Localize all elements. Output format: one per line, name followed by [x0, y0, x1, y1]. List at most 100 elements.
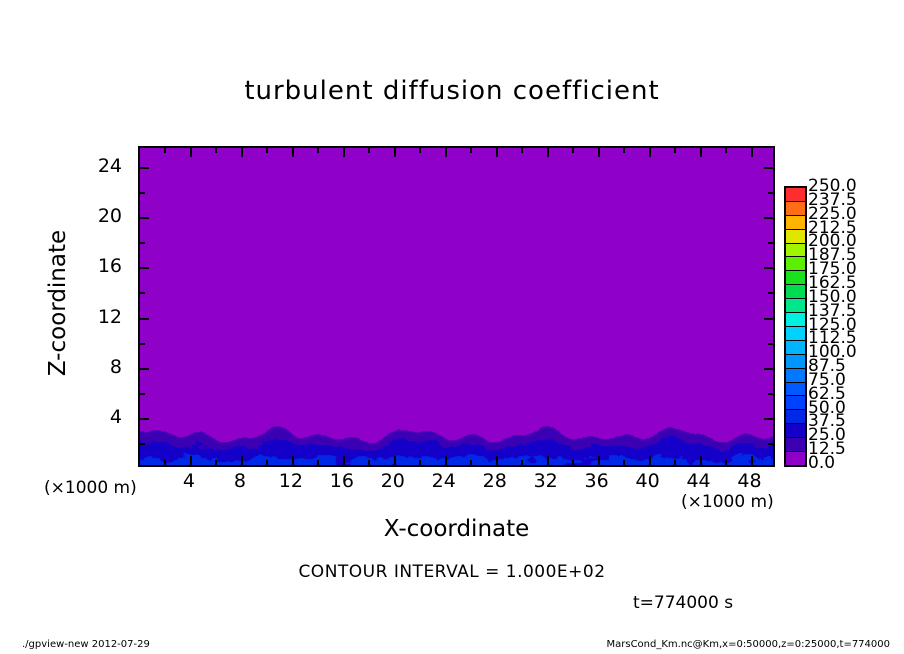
axis-tick [317, 148, 320, 153]
axis-tick [768, 242, 773, 245]
axis-tick [764, 267, 773, 270]
axis-tick [764, 417, 773, 420]
colorbar-tick-label: 225.0 [808, 203, 857, 224]
colorbar-band [786, 368, 805, 383]
axis-tick [764, 167, 773, 170]
axis-tick [291, 148, 294, 157]
axis-tick [674, 148, 677, 153]
y-tick-label: 4 [109, 405, 122, 428]
axis-tick [648, 456, 651, 465]
axis-tick [164, 148, 167, 153]
x-tick-label: 20 [380, 470, 405, 492]
y-tick-label: 8 [109, 355, 122, 378]
colorbar-tick-label: 162.5 [808, 272, 857, 293]
colorbar-tick-label: 187.5 [808, 245, 857, 266]
y-axis-title: Z-coordinate [45, 229, 71, 377]
x-axis-title: X-coordinate [383, 516, 530, 542]
axis-tick [140, 367, 149, 370]
axis-tick [189, 148, 192, 157]
colorbar-tick-label: 100.0 [808, 342, 857, 363]
x-tick-label: 40 [635, 470, 660, 492]
colorbar-band [786, 382, 805, 397]
axis-tick [572, 148, 575, 153]
colorbar-tick-label: 212.5 [808, 217, 857, 238]
axis-tick [768, 192, 773, 195]
z-unit-label: (×1000 m) [44, 478, 137, 498]
axis-tick [393, 456, 396, 465]
axis-tick [140, 392, 145, 395]
colorbar-band [786, 438, 805, 453]
axis-tick [623, 460, 626, 465]
axis-tick [768, 342, 773, 345]
axis-tick [572, 460, 575, 465]
colorbar-tick-label: 25.0 [808, 425, 846, 446]
colorbar-band [786, 340, 805, 355]
plot-area [138, 146, 775, 467]
axis-tick [140, 292, 145, 295]
axis-tick [419, 148, 422, 153]
axis-tick [189, 456, 192, 465]
axis-tick [699, 456, 702, 465]
axis-tick [495, 456, 498, 465]
colorbar-band [786, 396, 805, 411]
colorbar-tick-label: 250.0 [808, 176, 857, 196]
axis-tick [140, 217, 149, 220]
colorbar-band [786, 424, 805, 439]
colorbar-tick-label: 175.0 [808, 259, 857, 280]
axis-tick [750, 456, 753, 465]
axis-tick [215, 460, 218, 465]
axis-tick [266, 148, 269, 153]
axis-tick [140, 317, 149, 320]
x-tick-label: 44 [686, 470, 711, 492]
colorbar-tick-label: 75.0 [808, 369, 846, 390]
axis-tick [342, 456, 345, 465]
axis-tick [342, 148, 345, 157]
axis-tick [140, 167, 149, 170]
axis-tick [470, 460, 473, 465]
colorbar-band [786, 257, 805, 272]
axis-tick [291, 456, 294, 465]
axis-tick [623, 148, 626, 153]
axis-tick [266, 460, 269, 465]
colorbar-band [786, 313, 805, 327]
colorbar [784, 186, 807, 467]
y-tick-label: 12 [97, 305, 122, 328]
x-tick-label: 24 [431, 470, 456, 492]
axis-tick [764, 367, 773, 370]
axis-tick [750, 148, 753, 157]
axis-tick [368, 460, 371, 465]
axis-tick [768, 442, 773, 445]
colorbar-tick-label: 50.0 [808, 397, 846, 418]
colorbar-band [786, 201, 805, 216]
x-tick-label: 4 [182, 470, 195, 492]
axis-tick [317, 460, 320, 465]
colorbar-band [786, 326, 805, 341]
colorbar-band [786, 229, 805, 244]
colorbar-tick-label: 125.0 [808, 314, 857, 335]
colorbar-tick-label: 37.5 [808, 411, 846, 432]
axis-tick [521, 148, 524, 153]
axis-tick [140, 417, 149, 420]
axis-tick [240, 456, 243, 465]
axis-tick [495, 148, 498, 157]
x-tick-label: 12 [278, 470, 303, 492]
axis-tick [140, 267, 149, 270]
axis-tick [240, 148, 243, 157]
axis-tick [597, 148, 600, 157]
y-tick-label: 20 [97, 205, 122, 228]
colorbar-tick-label: 237.5 [808, 189, 857, 210]
axis-tick [725, 460, 728, 465]
axis-tick [444, 456, 447, 465]
x-tick-label: 36 [584, 470, 609, 492]
colorbar-band [786, 410, 805, 425]
colorbar-tick-label: 87.5 [808, 356, 846, 377]
axis-tick [764, 317, 773, 320]
colorbar-tick-label: 137.5 [808, 300, 857, 321]
y-tick-label: 24 [97, 155, 122, 178]
x-tick-label: 16 [329, 470, 354, 492]
axis-tick [140, 192, 145, 195]
colorbar-tick-label: 200.0 [808, 231, 857, 252]
colorbar-band [786, 243, 805, 258]
colorbar-tick-label: 150.0 [808, 286, 857, 307]
